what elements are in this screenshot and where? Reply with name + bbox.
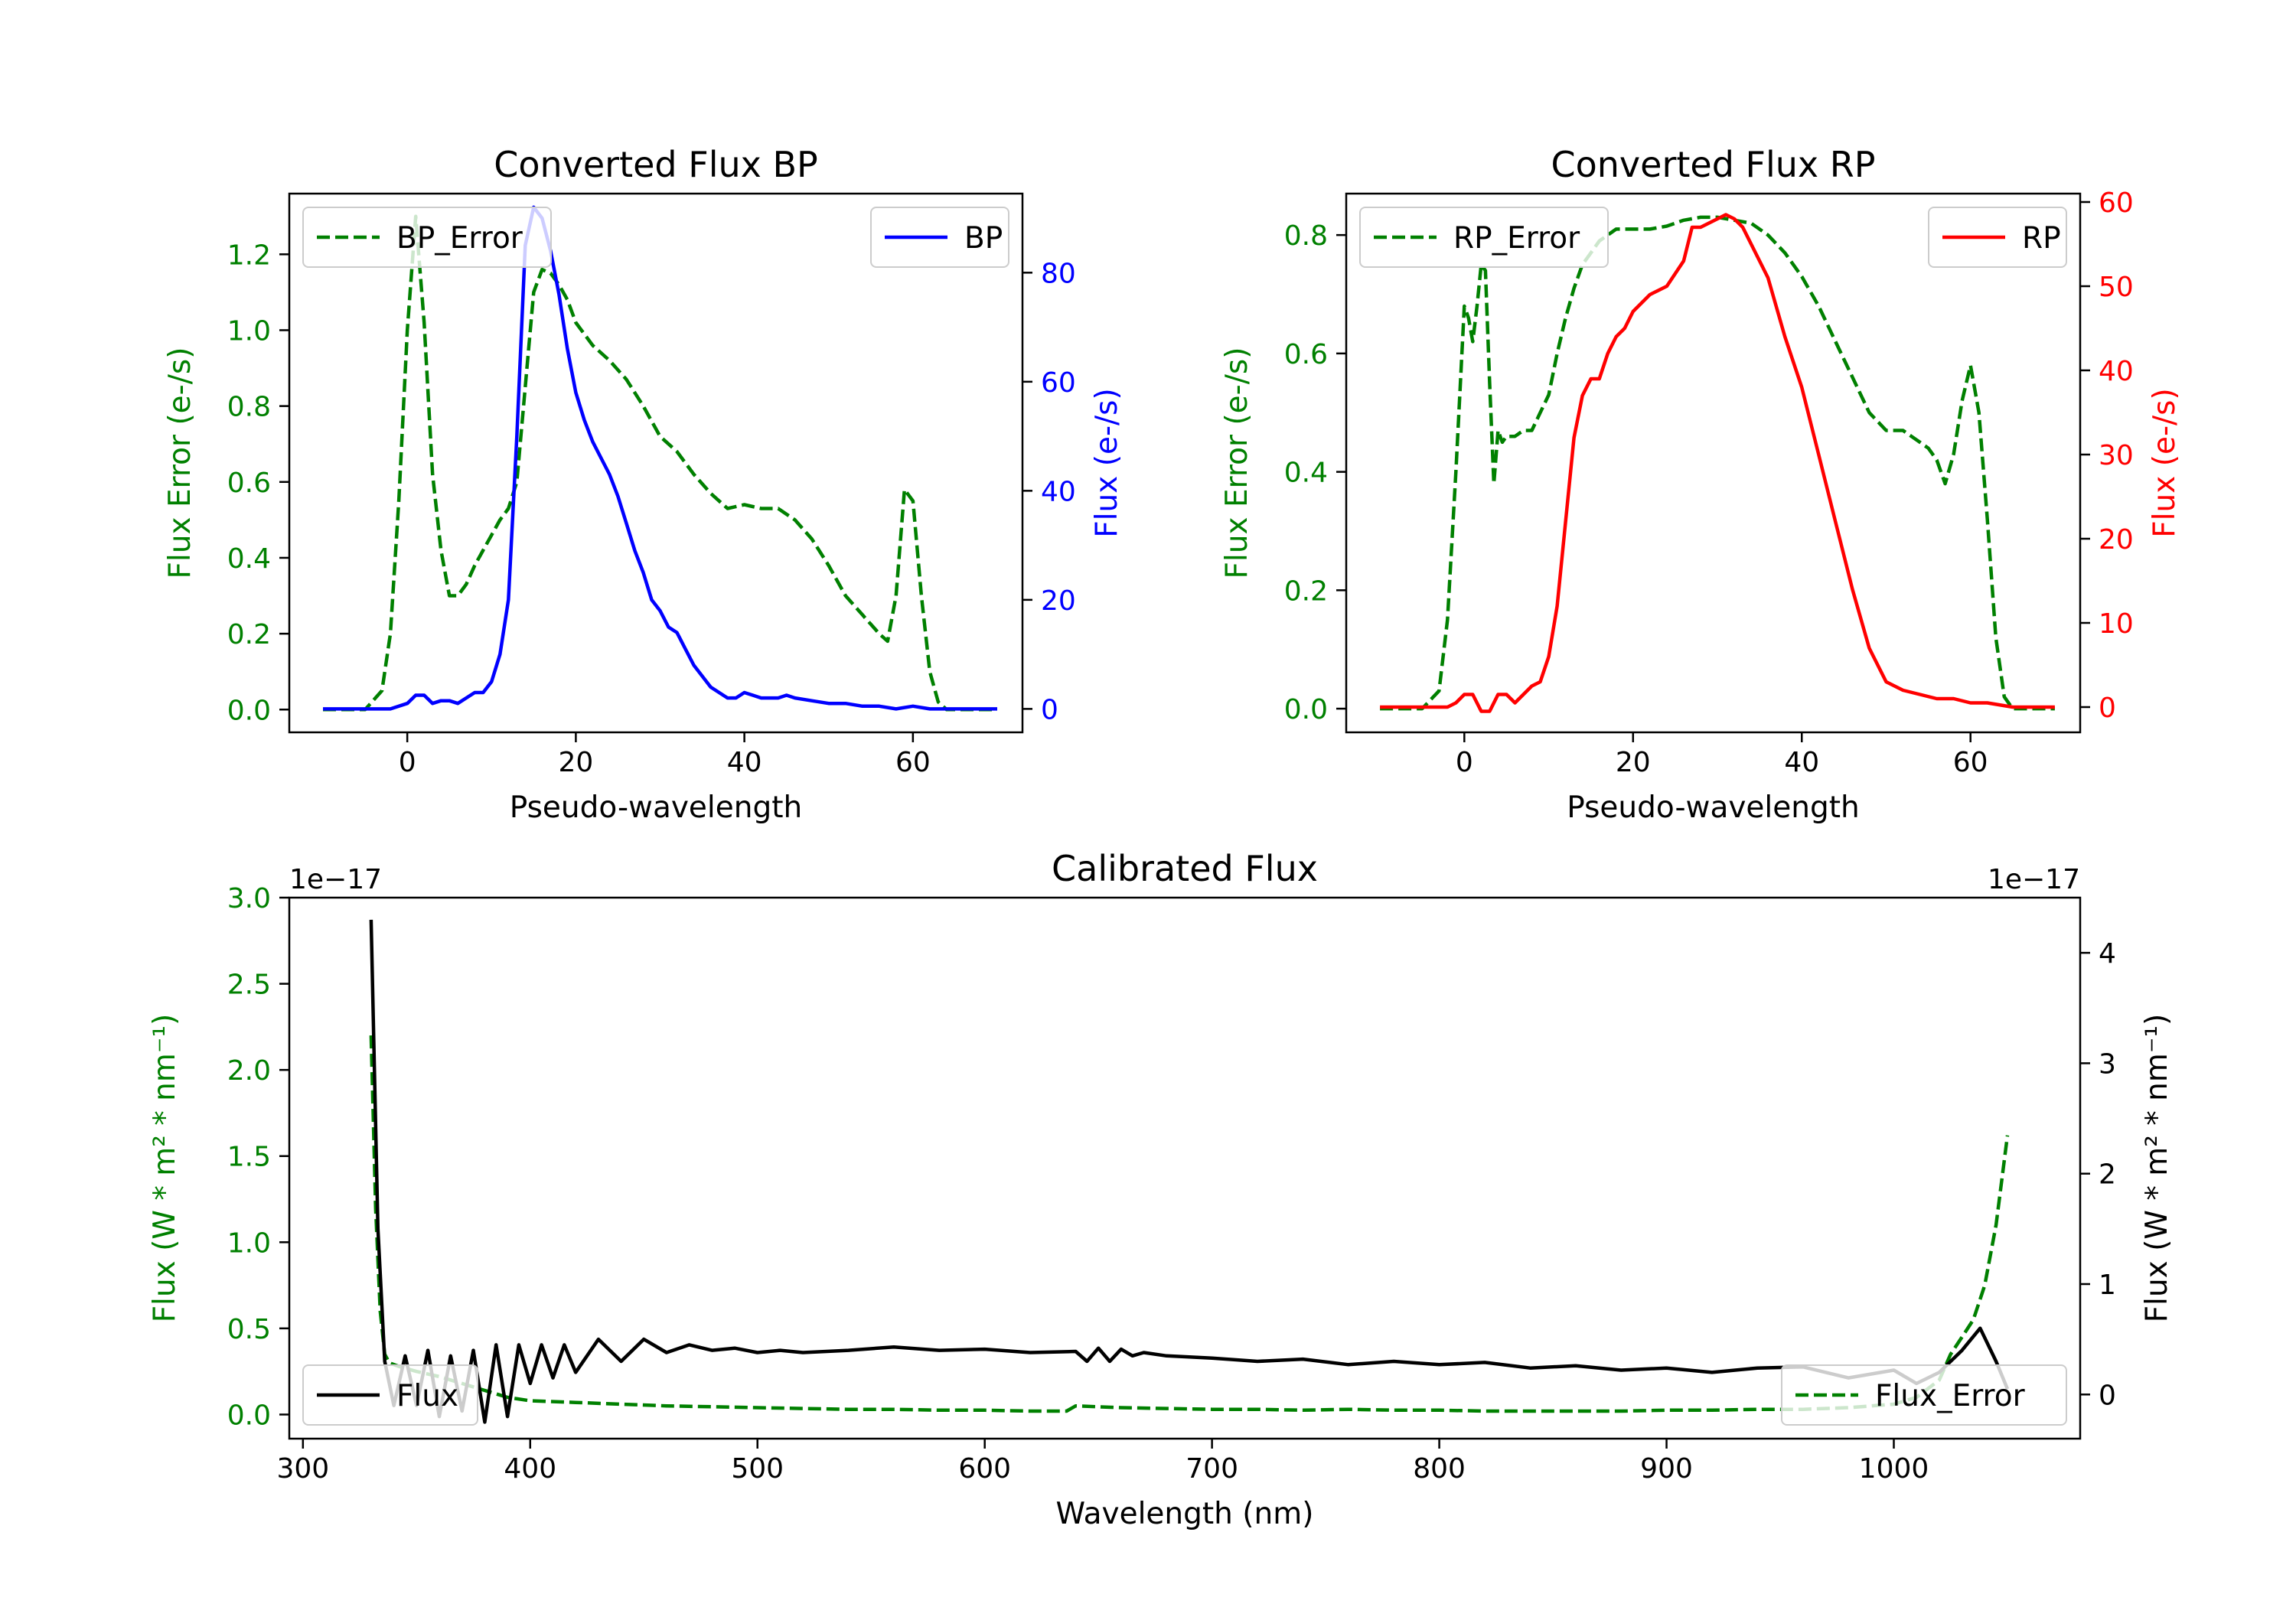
right-y-tick-label: 80: [1041, 258, 1076, 289]
legend-BP_Error: BP_Error: [302, 207, 552, 268]
right-y-tick-label: 0: [1041, 694, 1058, 725]
right-y-tick-label: 2: [2099, 1159, 2116, 1191]
legend-box: [302, 1364, 478, 1426]
right-y-tick-label: 30: [2099, 440, 2134, 471]
axes-frame: [288, 896, 2082, 1440]
left-y-tick-label: 0.4: [1284, 458, 1328, 489]
x-tick-label: 0: [399, 747, 416, 778]
right-y-tick-label: 60: [1041, 367, 1076, 399]
legend-RP: RP: [1928, 207, 2067, 268]
x-tick-label: 60: [895, 747, 931, 778]
right-y-axis-label: Flux (e-/s): [2148, 388, 2182, 537]
series-line-RP: [1380, 213, 2055, 713]
axes-frame: [1345, 192, 2082, 734]
left-y-tick-label: 0.2: [227, 619, 271, 650]
x-tick-label: 900: [1640, 1453, 1693, 1485]
legend-RP_Error: RP_Error: [1359, 207, 1609, 268]
left-y-tick-label: 0.6: [227, 468, 271, 499]
left-y-axis-label: Flux (W * m² * nm⁻¹): [148, 1014, 182, 1323]
right-y-tick-label: 1: [2099, 1270, 2116, 1301]
left-y-tick-label: 0.5: [227, 1314, 271, 1345]
x-tick-label: 40: [727, 747, 762, 778]
chart-title: Calibrated Flux: [1052, 848, 1318, 889]
right-y-axis-label: Flux (W * m² * nm⁻¹): [2140, 1014, 2174, 1323]
x-tick-label: 500: [731, 1453, 784, 1485]
x-tick-label: 1000: [1859, 1453, 1929, 1485]
right-y-tick-label: 4: [2099, 938, 2116, 970]
right-y-tick-label: 40: [2099, 356, 2134, 387]
x-tick-label: 300: [276, 1453, 329, 1485]
right-y-tick-label: 0: [2099, 693, 2116, 724]
axes-frame: [288, 192, 1024, 734]
right-y-axis-label: Flux (e-/s): [1090, 388, 1124, 537]
legend-Flux_Error: Flux_Error: [1781, 1364, 2067, 1426]
legend-BP: BP: [870, 207, 1009, 268]
x-tick-label: 40: [1784, 747, 1819, 778]
right-offset-text: 1e−17: [1988, 864, 2080, 895]
right-y-tick-label: 50: [2099, 272, 2134, 303]
left-y-tick-label: 0.6: [1284, 339, 1328, 370]
left-y-tick-label: 0.0: [1284, 694, 1328, 725]
left-y-tick-label: 0.8: [227, 392, 271, 423]
legend-box: [1781, 1364, 2067, 1426]
x-tick-label: 800: [1413, 1453, 1466, 1485]
x-axis-label: Pseudo-wavelength: [510, 790, 802, 825]
left-y-tick-label: 2.5: [227, 970, 271, 1001]
x-tick-label: 20: [1616, 747, 1651, 778]
legend-Flux: Flux: [302, 1364, 478, 1426]
right-y-tick-label: 20: [2099, 524, 2134, 556]
right-y-tick-label: 40: [1041, 476, 1076, 507]
chart-2: Calibrated Flux 300 400 500 600 700 800 900 1000…: [148, 848, 2174, 1531]
legend-label: RP_Error: [1453, 221, 1580, 256]
left-y-axis-label: Flux Error (e-/s): [1220, 347, 1254, 579]
right-y-tick-label: 20: [1041, 585, 1076, 617]
legend-label: Flux: [396, 1379, 458, 1413]
left-y-axis-label: Flux Error (e-/s): [163, 347, 197, 579]
chart-1: Converted Flux RP 0 20 40 60 Pseudo-wavelengt…: [1220, 144, 2182, 825]
x-axis-label: Wavelength (nm): [1056, 1497, 1314, 1531]
series-line-Flux: [369, 919, 2010, 1424]
left-y-tick-label: 0.8: [1284, 220, 1328, 252]
legend-label: BP_Error: [396, 221, 523, 256]
left-y-tick-label: 1.2: [227, 240, 271, 271]
left-y-tick-label: 0.4: [227, 543, 271, 575]
legend-label: Flux_Error: [1875, 1379, 2026, 1413]
left-y-tick-label: 3.0: [227, 883, 271, 914]
left-y-tick-label: 1.0: [227, 315, 271, 347]
x-tick-label: 20: [558, 747, 593, 778]
legend-label: BP: [964, 221, 1003, 256]
left-offset-text: 1e−17: [289, 864, 382, 895]
x-tick-label: 600: [958, 1453, 1011, 1485]
left-y-tick-label: 0.0: [227, 1400, 271, 1431]
right-y-tick-label: 10: [2099, 608, 2134, 640]
legend-box: [1359, 207, 1609, 268]
chart-title: Converted Flux BP: [494, 144, 818, 185]
right-y-tick-label: 60: [2099, 187, 2134, 219]
series-line-RP_Error: [1380, 215, 2055, 711]
chart-0: Converted Flux BP 0 20 40 60 Pseudo-wavelengt…: [163, 144, 1124, 825]
x-axis-label: Pseudo-wavelength: [1567, 790, 1859, 825]
right-y-tick-label: 0: [2099, 1380, 2116, 1411]
series-line-BP: [323, 205, 997, 711]
series-line-BP_Error: [323, 214, 997, 712]
chart-title: Converted Flux RP: [1551, 144, 1876, 185]
right-y-tick-label: 3: [2099, 1048, 2116, 1080]
left-y-tick-label: 0.2: [1284, 575, 1328, 607]
left-y-tick-label: 1.5: [227, 1142, 271, 1173]
left-y-tick-label: 1.0: [227, 1227, 271, 1259]
x-tick-label: 60: [1953, 747, 1988, 778]
left-y-tick-label: 0.0: [227, 695, 271, 726]
x-tick-label: 0: [1456, 747, 1473, 778]
x-tick-label: 400: [504, 1453, 556, 1485]
legend-label: RP: [2022, 221, 2061, 256]
left-y-tick-label: 2.0: [227, 1055, 271, 1087]
legend-box: [302, 207, 552, 268]
x-tick-label: 700: [1186, 1453, 1238, 1485]
